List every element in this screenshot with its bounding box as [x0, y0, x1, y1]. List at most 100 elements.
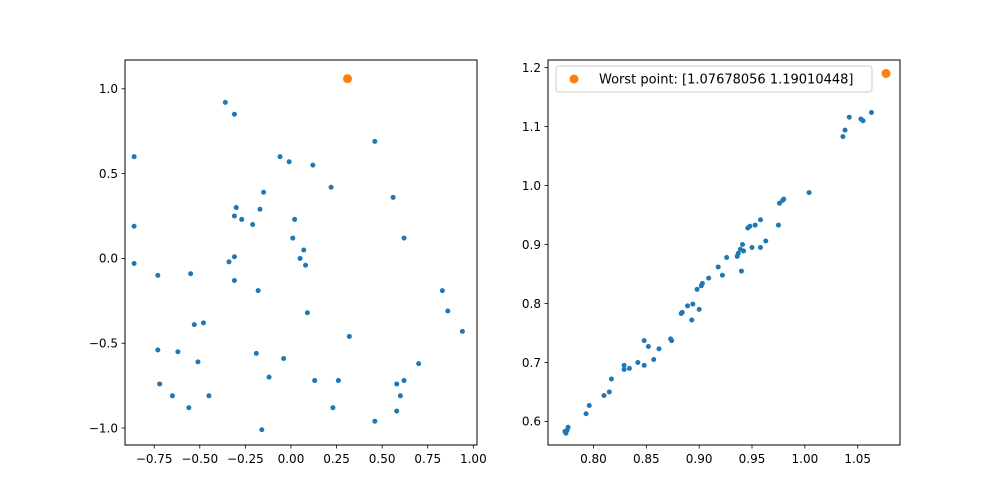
left-plot-x-ticks: −0.75 −0.50 −0.25 0.00 0.25 0.50 0.75 1.00: [136, 445, 487, 466]
left-scatter-plot: −0.75 −0.50 −0.25 0.00 0.25 0.50 0.75 1.00 −1.0…: [89, 59, 487, 466]
left-series-0-point-18: [290, 235, 296, 241]
left-series-0-point-24: [303, 262, 309, 268]
left-series-0-point-44: [335, 378, 341, 384]
right-series-0-point-3: [562, 428, 568, 434]
left-y-tick-label-3: 0.5: [99, 167, 118, 181]
left-series-0-point-4: [131, 223, 137, 229]
left-series-0-point-1: [231, 111, 237, 117]
left-plot-points: [131, 74, 465, 433]
right-series-0-point-5: [586, 403, 592, 408]
left-series-0-point-6: [372, 138, 378, 144]
right-series-0-point-16: [651, 357, 657, 363]
right-series-0-point-53: [846, 114, 852, 120]
left-series-0-point-53: [394, 408, 400, 414]
legend: Worst point: [1.07678056 1.19010448]: [555, 65, 873, 93]
left-series-0-point-20: [301, 247, 307, 253]
right-series-0-point-21: [679, 309, 685, 315]
left-series-0-point-8: [310, 162, 316, 168]
right-series-0-point-30: [715, 264, 721, 270]
right-series-0-point-17: [656, 346, 662, 352]
right-series-0-point-52: [842, 127, 848, 133]
right-plot-frame: [547, 59, 901, 446]
right-x-tick-label-4: 1.00: [792, 452, 819, 466]
legend-box: [555, 65, 873, 93]
right-series-0-point-14: [641, 362, 647, 368]
left-series-0-point-23: [297, 255, 303, 261]
right-series-0-point-56: [868, 109, 874, 115]
left-y-tick-label-4: 1.0: [99, 82, 118, 96]
left-series-0-point-55: [259, 427, 265, 433]
left-plot-frame: [124, 59, 478, 446]
right-x-tick-label-3: 0.95: [739, 452, 766, 466]
left-series-0-point-50: [397, 393, 403, 399]
left-series-0-point-5: [131, 261, 137, 267]
right-y-tick-label-1: 0.7: [522, 356, 541, 370]
left-x-tick-label-0: −0.75: [136, 452, 173, 466]
left-series-0-point-0: [222, 99, 228, 105]
right-y-tick-label-5: 1.1: [522, 120, 541, 134]
legend-marker: [569, 74, 579, 84]
left-x-tick-label-7: 1.00: [460, 452, 487, 466]
right-series-0-point-34: [735, 250, 741, 256]
right-series-0-point-25: [694, 286, 700, 292]
left-series-0-point-38: [253, 350, 259, 356]
left-series-0-point-34: [459, 328, 465, 334]
right-series-0-point-36: [738, 268, 744, 274]
left-series-0-point-39: [281, 356, 287, 361]
right-series-0-point-2: [565, 424, 571, 430]
left-series-0-point-14: [239, 216, 245, 222]
left-series-0-point-35: [346, 333, 352, 339]
left-series-0-point-21: [231, 254, 237, 260]
right-series-0-point-29: [706, 275, 712, 281]
left-series-0-point-49: [206, 393, 212, 399]
right-y-tick-label-0: 0.6: [522, 415, 541, 429]
right-series-0-point-37: [740, 242, 745, 248]
right-series-0-point-6: [601, 392, 607, 398]
left-plot-area: [125, 60, 477, 445]
right-series-0-point-38: [741, 248, 747, 254]
right-series-0-point-26: [696, 306, 702, 312]
right-y-tick-label-3: 0.9: [522, 238, 541, 252]
left-x-tick-label-6: 0.75: [414, 452, 441, 466]
right-series-0-point-4: [583, 411, 589, 417]
right-series-0-point-32: [724, 255, 730, 261]
left-series-0-point-10: [261, 189, 267, 195]
left-series-0-point-22: [226, 259, 232, 265]
left-series-0-point-17: [250, 222, 256, 228]
right-series-0-point-47: [777, 200, 782, 206]
left-y-tick-label-0: −1.0: [89, 421, 118, 435]
right-series-0-point-43: [757, 244, 763, 250]
right-series-0-point-19: [669, 338, 675, 344]
right-plot-x-ticks: 0.80 0.85 0.90 0.95 1.00 1.05: [580, 445, 871, 466]
right-series-0-point-50: [806, 190, 812, 196]
left-series-0-point-32: [200, 320, 206, 326]
right-series-0-point-28: [699, 280, 705, 286]
left-series-0-point-43: [312, 378, 318, 384]
left-series-1-point-0: [343, 74, 353, 84]
right-series-0-point-45: [763, 238, 769, 244]
right-scatter-plot: 0.80 0.85 0.90 0.95 1.00 1.05 0.6 0.7 0.8 0.9 1.0…: [522, 59, 901, 466]
right-plot-area: [548, 60, 900, 445]
right-series-0-point-23: [689, 317, 695, 323]
left-series-0-point-51: [330, 405, 336, 411]
right-series-0-point-24: [690, 301, 696, 307]
right-x-tick-label-0: 0.80: [580, 452, 607, 466]
left-series-0-point-52: [186, 405, 192, 411]
left-series-0-point-13: [231, 213, 237, 219]
right-x-tick-label-5: 1.05: [844, 452, 871, 466]
left-series-0-point-16: [292, 216, 298, 222]
left-series-0-point-2: [131, 154, 137, 160]
left-plot-y-ticks: −1.0 −0.5 0.0 0.5 1.0: [89, 82, 125, 435]
right-series-0-point-44: [757, 217, 763, 223]
right-x-tick-label-1: 0.85: [633, 452, 660, 466]
left-x-tick-label-2: −0.25: [227, 452, 264, 466]
left-series-0-point-36: [155, 347, 161, 353]
left-series-0-point-7: [286, 159, 292, 165]
left-series-0-point-29: [439, 288, 445, 294]
left-series-0-point-27: [231, 277, 237, 283]
right-plot-y-ticks: 0.6 0.7 0.8 0.9 1.0 1.1 1.2: [522, 61, 548, 429]
left-series-0-point-31: [304, 310, 310, 316]
left-series-0-point-25: [155, 272, 161, 278]
right-series-0-point-12: [635, 359, 641, 365]
